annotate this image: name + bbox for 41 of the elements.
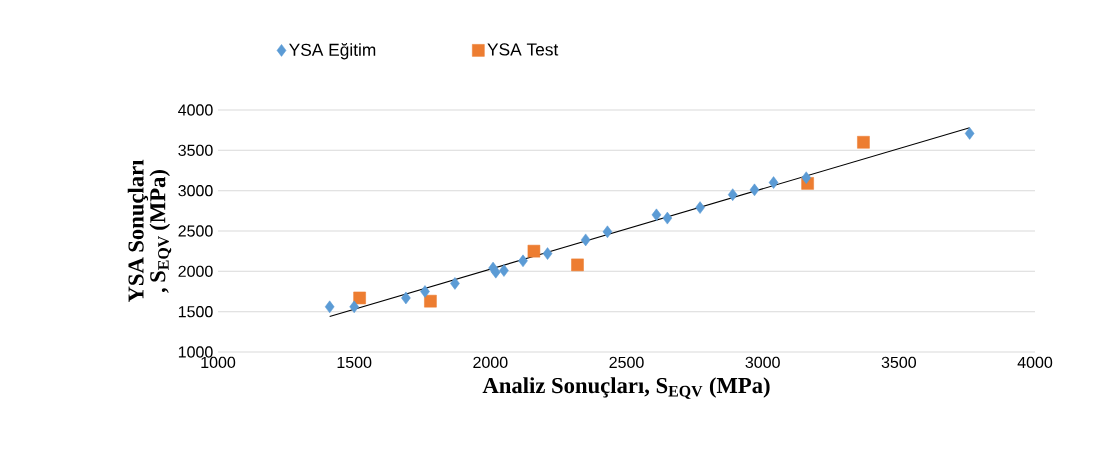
x-tick-label: 3500 xyxy=(881,356,917,369)
y-tick-label: 3500 xyxy=(178,144,213,156)
point xyxy=(768,176,779,189)
point xyxy=(349,300,359,314)
point xyxy=(580,233,591,247)
point xyxy=(401,291,411,305)
x-tick-label: 2500 xyxy=(609,356,644,369)
point xyxy=(695,201,705,214)
x-axis-title: Analiz Sonuçları, S$_{EQV}$ (MPa) xyxy=(482,377,770,399)
y-tick-label: 3000 xyxy=(178,185,213,197)
y-tick-label: 2500 xyxy=(178,225,213,237)
point xyxy=(527,244,541,258)
legend-label: YSA Test xyxy=(487,43,559,56)
y-tick-label: 1000 xyxy=(178,346,213,358)
point xyxy=(420,285,430,298)
point xyxy=(499,264,509,277)
x-tick-label: 1500 xyxy=(337,356,372,369)
point xyxy=(450,277,460,290)
point xyxy=(749,183,760,197)
legend-label: YSA Eğitim xyxy=(289,43,376,60)
y-tick-label: 1500 xyxy=(178,306,213,318)
x-tick-label: 2000 xyxy=(473,356,508,369)
point xyxy=(801,171,812,185)
point xyxy=(727,188,738,201)
y-tick-label: 2000 xyxy=(178,265,213,277)
point xyxy=(324,300,335,314)
point xyxy=(651,208,662,222)
point xyxy=(602,225,613,239)
point xyxy=(662,211,673,225)
point xyxy=(571,258,584,272)
point xyxy=(518,254,528,268)
point xyxy=(857,136,870,149)
point xyxy=(491,265,501,279)
x-tick-label: 1000 xyxy=(201,356,236,369)
x-tick-label: 4000 xyxy=(1017,356,1053,369)
y-tick-label: 4000 xyxy=(178,104,213,116)
point xyxy=(353,291,366,305)
point xyxy=(964,127,975,140)
x-tick-label: 3000 xyxy=(745,356,780,369)
point xyxy=(424,294,437,308)
point xyxy=(542,247,553,260)
